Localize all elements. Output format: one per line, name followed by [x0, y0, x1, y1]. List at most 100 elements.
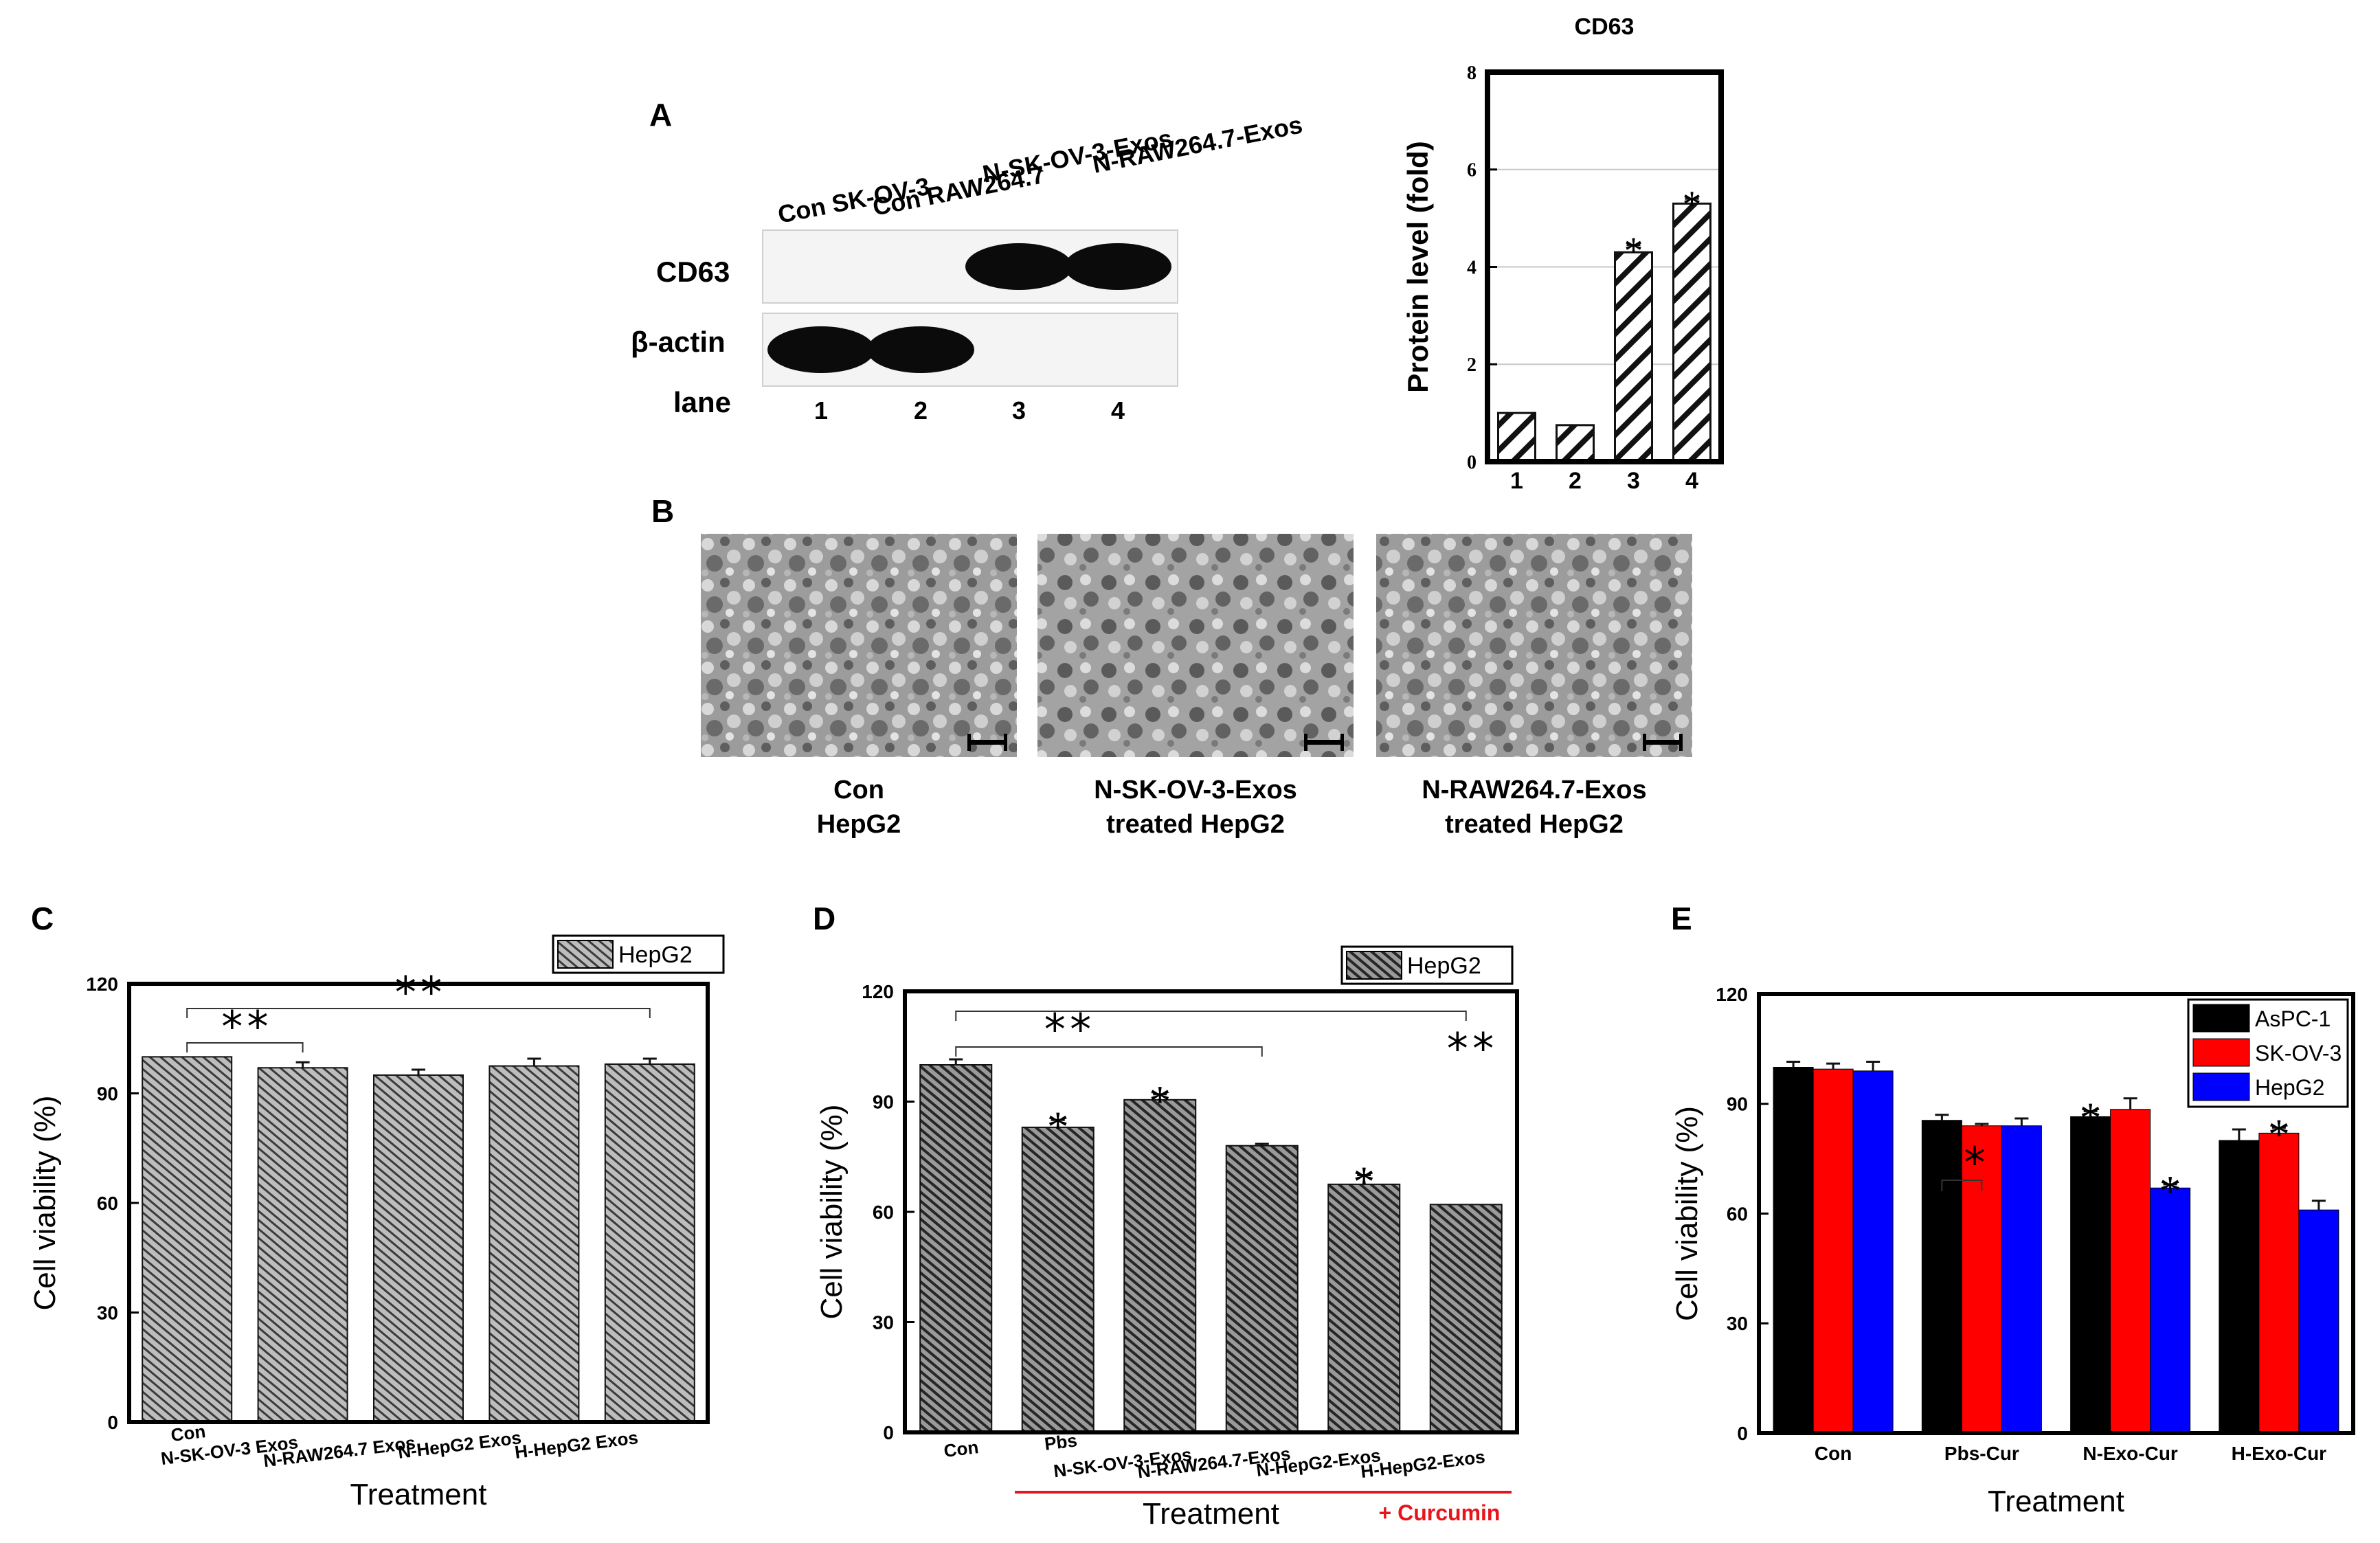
scale-bar-3 [1643, 740, 1683, 745]
chart-e-errorbar-n-exo-cur-aspc-1 [2083, 1110, 2098, 1117]
scale-bar-2 [1304, 740, 1344, 745]
blot-strips [762, 229, 1178, 387]
chart-d-bar-n-raw264-7-exos [1225, 1145, 1299, 1433]
chart-c-bar-n-hepg2-exos [489, 1065, 580, 1423]
micrograph-caption-1-line2: HepG2 [817, 810, 901, 839]
blot-band-cd63-lane-3 [965, 243, 1073, 290]
chart-c-bracket-label-0: ** [219, 1002, 271, 1052]
chart-d-bar-h-hepg2-exos [1429, 1204, 1503, 1434]
chart-e-bar-n-exo-cur-aspc-1 [2070, 1116, 2111, 1434]
chart-d-legend-swatch [1346, 951, 1402, 980]
chart-c-bracket-label-1: ** [393, 967, 445, 1017]
chart-d-legend-label: HepG2 [1407, 953, 1481, 979]
chart-e-errorbar-con-aspc-1 [1786, 1061, 1801, 1068]
chart-d-errorbar-n-hepg2-exos [1357, 1174, 1371, 1184]
blot-lane-name-4: N-RAW264.7-Exos [1090, 110, 1305, 178]
chart-a-right-title: CD63 [1575, 14, 1635, 40]
chart-d-bar-n-sk-ov-3-exos [1123, 1099, 1197, 1433]
chart-e-xtick-label-pbs-cur: Pbs-Cur [1944, 1443, 2019, 1464]
panel-label-c: C [31, 901, 54, 936]
chart-c-ytick-label-120: 120 [86, 973, 118, 995]
chart-a-right-ytick-label-8: 8 [1467, 63, 1477, 84]
chart-d-xtick-label-pbs: Pbs [1043, 1430, 1078, 1454]
chart-d-frame [903, 989, 1519, 1434]
chart-c-errorbar-n-raw264-7-exos [412, 1068, 425, 1075]
chart-c-errorbar-n-hepg2-exos [527, 1057, 541, 1066]
chart-c-legend-label: HepG2 [618, 942, 693, 968]
panel-label-e: E [1671, 901, 1692, 936]
chart-d-ytick-label-90: 90 [873, 1091, 894, 1112]
micrograph-image-2 [1037, 534, 1354, 757]
chart-a-right-xtick-label-4: 4 [1685, 468, 1698, 494]
chart-a-right-bar-1 [1497, 412, 1536, 463]
chart-e-bar-h-exo-cur-aspc-1 [2219, 1140, 2260, 1434]
chart-e-ylabel: Cell viability (%) [1670, 1106, 1704, 1321]
chart-e-errorbar-n-exo-cur-sk-ov-3 [2123, 1097, 2137, 1110]
chart-e-legend-label-sk-ov-3: SK-OV-3 [2255, 1041, 2342, 1066]
micrograph-caption-3-line1: N-RAW264.7-Exos [1422, 776, 1646, 804]
chart-e-errorbar-h-exo-cur-sk-ov-3 [2271, 1126, 2286, 1134]
chart-c-bar-con [142, 1056, 233, 1423]
chart-e-legend-label-aspc-1: AsPC-1 [2255, 1006, 2331, 1031]
chart-e-errorbar-pbs-cur-sk-ov-3 [1975, 1123, 1989, 1126]
chart-d-errorbar-n-raw264-7-exos [1255, 1142, 1269, 1146]
chart-e-annotation-2: * [2268, 1110, 2290, 1159]
chart-e-legend-swatch-hepg2 [2192, 1072, 2250, 1101]
blot-band-beta-actin-lane-1 [767, 326, 875, 373]
chart-d-ytick-label-120: 120 [862, 981, 894, 1002]
blot-row-label-beta-actin: β-actin [631, 326, 726, 358]
chart-c-ytick-label-0: 0 [107, 1412, 118, 1433]
micrograph-caption-2-line2: treated HepG2 [1106, 810, 1285, 839]
chart-d-ytick-label-60: 60 [873, 1202, 894, 1223]
chart-a-right-errorbar-4 [1685, 197, 1699, 204]
chart-e-legend-swatch-sk-ov-3 [2192, 1038, 2250, 1067]
chart-a-right-xtick-label-1: 1 [1510, 468, 1523, 494]
chart-c-legend-swatch [557, 940, 614, 969]
chart-c-xtick-label-h-hepg2-exos: H-HepG2 Exos [513, 1427, 639, 1463]
chart-e-xtick-label-con: Con [1815, 1443, 1852, 1464]
chart-e-bar-con-sk-ov-3 [1812, 1068, 1854, 1434]
chart-e-legend-swatch-aspc-1 [2192, 1004, 2250, 1033]
chart-d-annotation-1: * [1149, 1077, 1171, 1125]
micrograph-1: Con HepG2 [701, 534, 1017, 839]
chart-a-right-bar-3 [1614, 251, 1653, 463]
chart-d-errorbar-pbs [1051, 1118, 1065, 1127]
chart-e-bracket-label-0: ** [1936, 1138, 1988, 1188]
chart-e-ytick-label-60: 60 [1727, 1203, 1748, 1224]
chart-e-bar-n-exo-cur-hepg2 [2150, 1187, 2191, 1434]
panel-label-d: D [813, 901, 835, 936]
micrograph-3: N-RAW264.7-Exos treated HepG2 [1376, 534, 1692, 839]
chart-d-ytick-label-30: 30 [873, 1311, 894, 1333]
micrograph-caption-2-line1: N-SK-OV-3-Exos [1094, 776, 1297, 804]
blot-lane-number-4: 4 [1111, 396, 1125, 425]
chart-e-bar-con-hepg2 [1852, 1070, 1894, 1434]
blot-lane-label: lane [673, 386, 731, 418]
chart-c-bracket-0 [186, 1042, 304, 1052]
chart-e-ytick-label-30: 30 [1727, 1313, 1748, 1334]
micrograph-caption-1-line1: Con [833, 776, 884, 804]
blot-lane-names: Con SK-OV-3 Con RAW264.7 N-SK-OV-3-Exos … [776, 110, 1305, 228]
chart-e-legend-label-hepg2: HepG2 [2255, 1075, 2324, 1100]
micrograph-2: N-SK-OV-3-Exos treated HepG2 [1037, 534, 1354, 839]
chart-e-bar-h-exo-cur-sk-ov-3 [2258, 1132, 2300, 1434]
chart-e-errorbar-con-hepg2 [1866, 1061, 1881, 1071]
chart-d-curcumin-label: + Curcumin [1379, 1500, 1501, 1525]
chart-c-xtick-label-n-hepg2-exos: N-HepG2 Exos [396, 1427, 522, 1463]
chart-a-right-ytick-label-2: 2 [1467, 354, 1477, 376]
blot-lane-number-2: 2 [914, 396, 928, 425]
chart-c-bracket-1 [186, 1008, 651, 1018]
chart-e-xtick-label-h-exo-cur: H-Exo-Cur [2232, 1443, 2327, 1464]
micrograph-caption-3-line2: treated HepG2 [1445, 810, 1624, 839]
chart-c-ylabel: Cell viability (%) [28, 1096, 62, 1311]
chart-c-xtick-label-con: Con [170, 1421, 207, 1445]
chart-a-right-bar-2 [1556, 424, 1595, 463]
blot-band-cd63-lane-4 [1064, 243, 1171, 290]
chart-c-ytick-label-60: 60 [97, 1193, 118, 1214]
chart-e-errorbar-con-sk-ov-3 [1826, 1062, 1841, 1070]
blot-lane-number-1: 1 [814, 396, 828, 425]
chart-e-annotation-0: * [2080, 1094, 2102, 1142]
chart-e-bar-pbs-cur-hepg2 [2001, 1125, 2042, 1434]
